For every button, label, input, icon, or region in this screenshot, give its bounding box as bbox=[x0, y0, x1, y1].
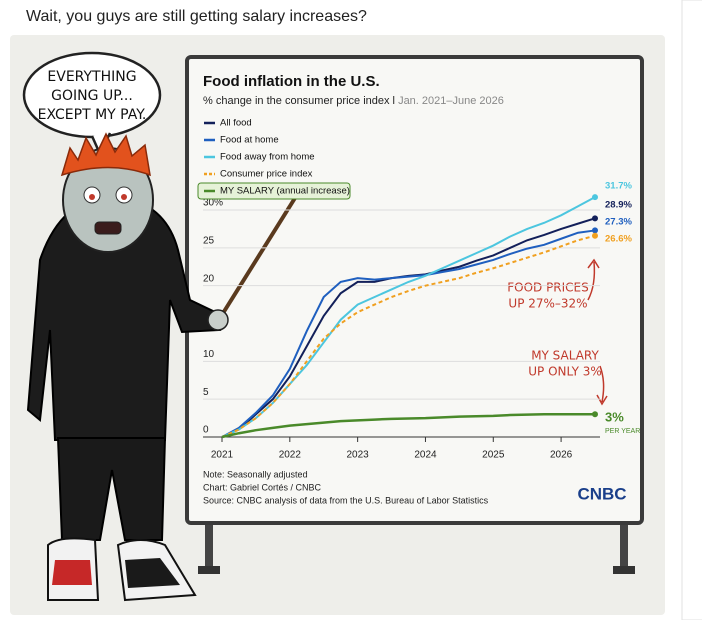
board-leg bbox=[205, 520, 213, 572]
post-caption: Wait, you guys are still getting salary … bbox=[26, 8, 367, 25]
y-tick-label: 10 bbox=[203, 349, 215, 360]
series-line bbox=[221, 229, 596, 438]
subtitle-period: Jan. 2021–June 2026 bbox=[398, 95, 504, 107]
legend-label: Consumer price index bbox=[220, 169, 313, 180]
subtitle-text: % change in the consumer price index l bbox=[203, 95, 395, 107]
end-point bbox=[592, 232, 598, 239]
x-tick-label: 2022 bbox=[279, 450, 302, 461]
annotation: UP ONLY 3% bbox=[528, 365, 602, 379]
hand bbox=[207, 309, 229, 331]
shoe-detail bbox=[125, 558, 180, 588]
note: Chart: Gabriel Cortés / CNBC bbox=[203, 482, 322, 492]
legend-label: All food bbox=[220, 118, 252, 129]
logo: CNBC bbox=[577, 484, 626, 503]
legend-highlight bbox=[197, 182, 351, 200]
end-point bbox=[592, 194, 598, 201]
note: Source: CNBC analysis of data from the U… bbox=[203, 495, 489, 505]
y-tick-label: 25 bbox=[203, 235, 215, 246]
shoe-detail bbox=[52, 560, 92, 585]
board-leg bbox=[620, 520, 628, 572]
mouth bbox=[94, 221, 122, 235]
end-point bbox=[592, 411, 598, 418]
speech-text: GOING UP... bbox=[51, 88, 133, 104]
x-tick-label: 2021 bbox=[211, 450, 234, 461]
x-tick-label: 2025 bbox=[482, 450, 505, 461]
y-tick-label: 0 bbox=[203, 425, 209, 436]
legend-label: MY SALARY (annual increase) bbox=[220, 186, 350, 197]
speech-text: EXCEPT MY PAY. bbox=[38, 107, 147, 123]
end-point bbox=[592, 227, 598, 234]
pupil bbox=[121, 194, 127, 200]
hair bbox=[60, 132, 151, 177]
board-foot bbox=[613, 566, 635, 574]
end-note: PER YEAR bbox=[605, 428, 640, 435]
annotation: FOOD PRICES bbox=[507, 281, 589, 295]
series-line bbox=[221, 234, 596, 438]
x-tick-label: 2026 bbox=[550, 450, 573, 461]
chart-title: Food inflation in the U.S. bbox=[203, 73, 380, 90]
note: Note: Seasonally adjusted bbox=[203, 469, 308, 479]
value-label: 26.6% bbox=[605, 234, 632, 245]
pointer-stick bbox=[218, 196, 297, 320]
series-line bbox=[221, 413, 595, 439]
x-tick-label: 2023 bbox=[347, 450, 370, 461]
value-label: 28.9% bbox=[605, 200, 632, 211]
value-label: 3% bbox=[605, 409, 624, 424]
end-point bbox=[592, 215, 598, 222]
y-tick-label: 30% bbox=[203, 198, 223, 209]
x-tick-label: 2024 bbox=[414, 450, 437, 461]
value-label: 31.7% bbox=[605, 181, 632, 192]
pupil bbox=[89, 194, 95, 200]
chart-subtitle: % change in the consumer price index l J… bbox=[203, 95, 504, 107]
annotation: MY SALARY bbox=[531, 349, 599, 363]
board-foot bbox=[198, 566, 220, 574]
speech-text: EVERYTHING bbox=[47, 69, 136, 85]
annotation-arrow bbox=[596, 365, 608, 406]
side-panel bbox=[681, 0, 702, 620]
annotation: UP 27%–32% bbox=[508, 297, 587, 311]
y-tick-label: 20 bbox=[203, 273, 215, 284]
legend-label: Food away from home bbox=[220, 152, 315, 163]
y-tick-label: 5 bbox=[203, 387, 209, 398]
legend-label: Food at home bbox=[220, 135, 279, 146]
annotation-arrow bbox=[587, 258, 600, 301]
value-label: 27.3% bbox=[605, 217, 632, 228]
